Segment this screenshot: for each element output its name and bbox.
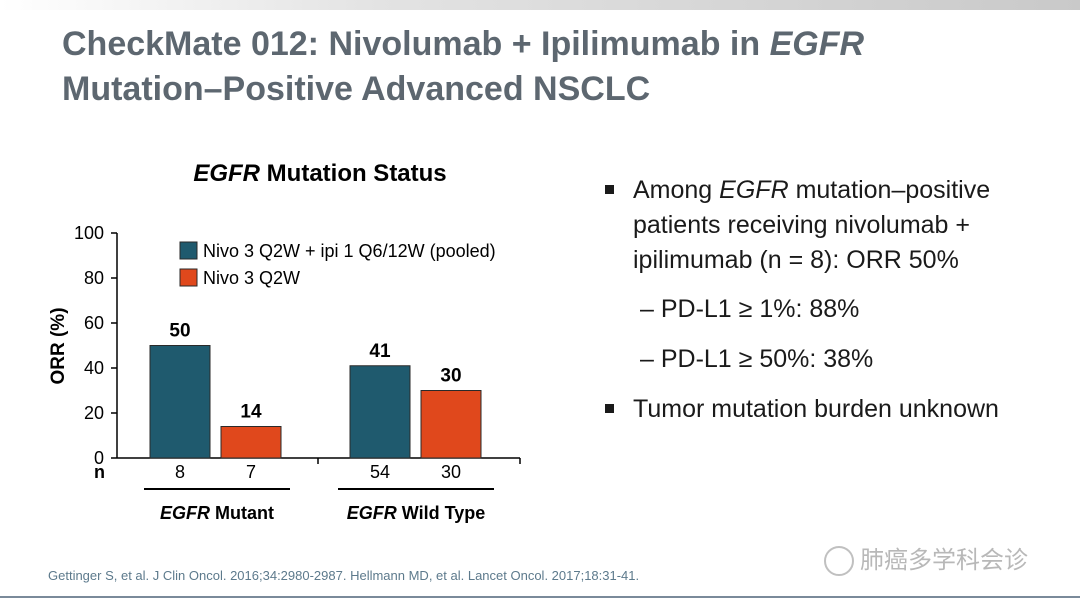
watermark-text: 肺癌多学科会诊 — [860, 546, 1028, 574]
y-tick-label: 80 — [84, 268, 104, 288]
bullet-list: Among EGFR mutation–positive patients re… — [605, 173, 1055, 427]
bar-value-label: 30 — [440, 366, 461, 387]
legend-swatch — [180, 269, 197, 286]
bar — [150, 346, 210, 459]
bar-value-label: 41 — [369, 341, 391, 362]
group-label-italic: EGFR — [160, 503, 210, 523]
bar — [221, 427, 281, 459]
y-tick-label: 0 — [94, 448, 104, 468]
watermark: 肺癌多学科会诊 — [824, 540, 1028, 576]
y-axis-label: ORR (%) — [48, 307, 69, 384]
group-label-rest: Mutant — [210, 503, 274, 523]
bar-value-label: 50 — [169, 321, 190, 342]
n-value-label: 54 — [370, 462, 390, 482]
n-value-label: 30 — [441, 462, 461, 482]
y-tick-label: 60 — [84, 313, 104, 333]
sub-bullet-1: – PD-L1 ≥ 1%: 88% — [605, 292, 1055, 327]
n-value-label: 7 — [246, 462, 256, 482]
legend-label: Nivo 3 Q2W — [203, 268, 300, 288]
bullet-item-2: Tumor mutation burden unknown — [605, 392, 1055, 427]
bottom-divider — [0, 596, 1080, 598]
bullet-1-text-a: Among — [633, 176, 719, 204]
sub-bullet-2: – PD-L1 ≥ 50%: 38% — [605, 342, 1055, 377]
bullet-square-icon — [605, 404, 614, 413]
group-label-italic: EGFR — [347, 503, 397, 523]
y-tick-label: 40 — [84, 358, 104, 378]
group-label: EGFR Wild Type — [347, 503, 486, 523]
group-label: EGFR Mutant — [160, 503, 274, 523]
y-tick-label: 100 — [74, 223, 104, 243]
y-tick-label: 20 — [84, 403, 104, 423]
group-label-rest: Wild Type — [397, 503, 486, 523]
bullet-1-italic: EGFR — [719, 176, 788, 204]
bar — [350, 366, 410, 458]
title-italic: EGFR — [770, 25, 864, 63]
n-value-label: 8 — [175, 462, 185, 482]
bullet-square-icon — [605, 185, 614, 194]
bullet-2-text: Tumor mutation burden unknown — [633, 395, 999, 423]
legend-swatch — [180, 242, 197, 259]
bullet-item-1: Among EGFR mutation–positive patients re… — [605, 173, 1055, 278]
bar — [421, 391, 481, 459]
legend-label: Nivo 3 Q2W + ipi 1 Q6/12W (pooled) — [203, 241, 496, 261]
bar-value-label: 14 — [240, 402, 262, 423]
citation-footer: Gettinger S, et al. J Clin Oncol. 2016;3… — [48, 568, 639, 583]
wechat-icon — [824, 546, 854, 576]
